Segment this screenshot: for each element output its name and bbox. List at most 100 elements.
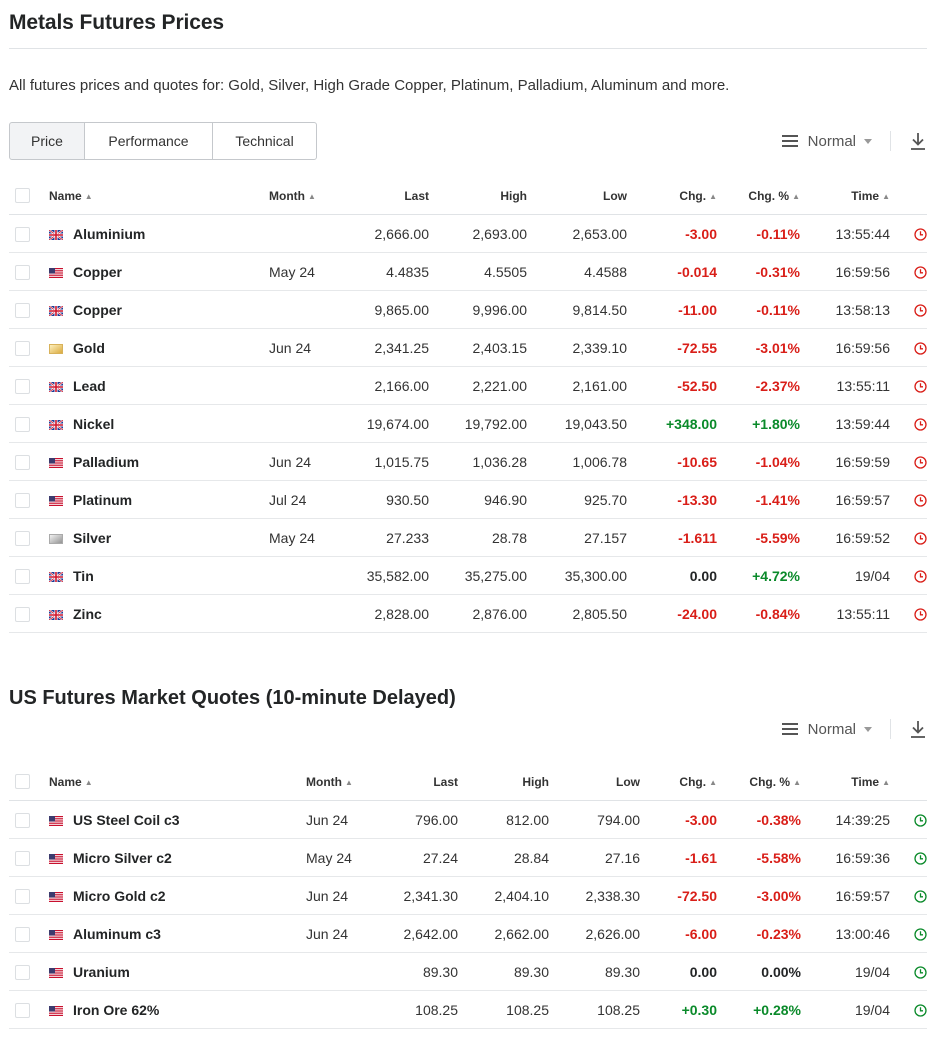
change-pct-cell: -1.41% xyxy=(717,480,800,519)
high-cell: 2,876.00 xyxy=(429,594,527,633)
col-high: High xyxy=(429,177,527,215)
row-checkbox[interactable] xyxy=(15,416,30,432)
table-row[interactable]: Copper 9,865.00 9,996.00 9,814.50 -11.00 -0.1… xyxy=(9,290,927,329)
tab-price[interactable]: Price xyxy=(9,122,85,160)
last-cell: 2,341.25 xyxy=(349,328,429,367)
col-chg-pct[interactable]: Chg. % ▲︎ xyxy=(717,763,801,801)
instrument-name[interactable]: Platinum xyxy=(49,480,269,519)
instrument-name[interactable]: Micro Silver c2 xyxy=(49,838,306,877)
table-row[interactable]: Iron Ore 62% 108.25 108.25 108.25 +0.30 +0.28… xyxy=(9,990,927,1029)
row-checkbox[interactable] xyxy=(15,454,30,470)
instrument-name[interactable]: Micro Gold c2 xyxy=(49,876,306,915)
select-all-checkbox[interactable] xyxy=(15,188,30,204)
instrument-name[interactable]: Copper xyxy=(49,290,269,329)
col-chg[interactable]: Chg. ▲︎ xyxy=(640,763,717,801)
time-cell: 19/04 xyxy=(801,990,890,1029)
last-cell: 27.24 xyxy=(386,838,458,877)
col-name[interactable]: Name ▲︎ xyxy=(49,763,306,801)
table-row[interactable]: Tin 35,582.00 35,275.00 35,300.00 0.00 +4.72%… xyxy=(9,556,927,595)
us-flag-icon xyxy=(49,1005,63,1016)
high-cell: 1,036.28 xyxy=(429,442,527,481)
tab-performance[interactable]: Performance xyxy=(84,122,213,160)
row-checkbox[interactable] xyxy=(15,340,30,356)
table-row[interactable]: Copper May 24 4.4835 4.5505 4.4588 -0.014 -0.3… xyxy=(9,252,927,291)
low-cell: 4.4588 xyxy=(527,252,627,291)
instrument-name[interactable]: Tin xyxy=(49,556,269,595)
month-cell xyxy=(269,290,349,329)
us-futures-table: Name ▲︎ Month ▲︎ Last High Low Chg. ▲︎ Chg.… xyxy=(9,763,927,1029)
table-row[interactable]: Uranium 89.30 89.30 89.30 0.00 0.00% 19/04 xyxy=(9,952,927,991)
col-time[interactable]: Time ▲︎ xyxy=(801,763,890,801)
table-row[interactable]: Gold Jun 24 2,341.25 2,403.15 2,339.10 -72.55… xyxy=(9,328,927,367)
table-row[interactable]: Lead 2,166.00 2,221.00 2,161.00 -52.50 -2.37%… xyxy=(9,366,927,405)
col-name[interactable]: Name ▲︎ xyxy=(49,177,269,215)
instrument-name[interactable]: Aluminium xyxy=(49,214,269,253)
sort-icon: ▲︎ xyxy=(307,191,316,201)
instrument-name[interactable]: Uranium xyxy=(49,952,306,991)
instrument-name[interactable]: Zinc xyxy=(49,594,269,633)
view-mode-select[interactable]: Normal xyxy=(807,720,856,738)
col-chg[interactable]: Chg. ▲︎ xyxy=(627,177,717,215)
instrument-name[interactable]: US Steel Coil c3 xyxy=(49,800,306,839)
clock-icon xyxy=(914,379,927,393)
row-checkbox[interactable] xyxy=(15,1002,30,1018)
table-row[interactable]: Silver May 24 27.233 28.78 27.157 -1.611 -5.59… xyxy=(9,518,927,557)
row-checkbox[interactable] xyxy=(15,378,30,394)
last-cell: 2,828.00 xyxy=(349,594,429,633)
instrument-name[interactable]: Palladium xyxy=(49,442,269,481)
row-checkbox[interactable] xyxy=(15,606,30,622)
chevron-down-icon[interactable] xyxy=(864,726,872,732)
hamburger-icon[interactable] xyxy=(781,135,798,147)
page-title: Metals Futures Prices xyxy=(9,11,224,34)
instrument-name[interactable]: Iron Ore 62% xyxy=(49,990,306,1029)
instrument-name[interactable]: Nickel xyxy=(49,404,269,443)
row-checkbox[interactable] xyxy=(15,302,30,318)
col-month[interactable]: Month ▲︎ xyxy=(269,177,349,215)
row-checkbox[interactable] xyxy=(15,568,30,584)
row-checkbox[interactable] xyxy=(15,964,30,980)
month-cell xyxy=(269,404,349,443)
instrument-name[interactable]: Silver xyxy=(49,518,269,557)
low-cell: 19,043.50 xyxy=(527,404,627,443)
row-checkbox[interactable] xyxy=(15,812,30,828)
instrument-name[interactable]: Gold xyxy=(49,328,269,367)
table-row[interactable]: US Steel Coil c3 Jun 24 796.00 812.00 794.00… xyxy=(9,800,927,839)
table-row[interactable]: Palladium Jun 24 1,015.75 1,036.28 1,006.78-… xyxy=(9,442,927,481)
change-cell: -6.00 xyxy=(640,914,717,953)
chevron-down-icon[interactable] xyxy=(864,138,872,144)
hamburger-icon[interactable] xyxy=(781,723,798,735)
table-row[interactable]: Aluminium 2,666.00 2,693.00 2,653.00 -3.00 -0… xyxy=(9,214,927,253)
month-cell: Jun 24 xyxy=(306,914,386,953)
col-time[interactable]: Time ▲︎ xyxy=(800,177,890,215)
row-checkbox[interactable] xyxy=(15,850,30,866)
tab-technical[interactable]: Technical xyxy=(212,122,317,160)
select-all-checkbox[interactable] xyxy=(15,774,30,790)
metals-table: Name ▲︎ Month ▲︎ Last High Low Chg. ▲︎ Chg.… xyxy=(9,177,927,633)
instrument-name[interactable]: Lead xyxy=(49,366,269,405)
change-cell: +348.00 xyxy=(627,404,717,443)
instrument-name[interactable]: Aluminum c3 xyxy=(49,914,306,953)
uk-flag-icon xyxy=(49,229,63,240)
download-icon[interactable] xyxy=(909,719,927,739)
change-cell: -1.61 xyxy=(640,838,717,877)
col-month[interactable]: Month ▲︎ xyxy=(306,763,386,801)
row-checkbox[interactable] xyxy=(15,492,30,508)
table-row[interactable]: Nickel 19,674.00 19,792.00 19,043.50 +348.00… xyxy=(9,404,927,443)
table-row[interactable]: Platinum Jul 24 930.50 946.90 925.70 -13.30 -1… xyxy=(9,480,927,519)
row-checkbox[interactable] xyxy=(15,226,30,242)
change-pct-cell: -5.59% xyxy=(717,518,800,557)
instrument-name[interactable]: Copper xyxy=(49,252,269,291)
table-row[interactable]: Micro Gold c2 Jun 24 2,341.30 2,404.10 2,338… xyxy=(9,876,927,915)
table-row[interactable]: Aluminum c3 Jun 24 2,642.00 2,662.00 2,626.0… xyxy=(9,914,927,953)
table-row[interactable]: Zinc 2,828.00 2,876.00 2,805.50 -24.00 -0.84%… xyxy=(9,594,927,633)
download-icon[interactable] xyxy=(909,131,927,151)
table-row[interactable]: Micro Silver c2 May 24 27.24 28.84 27.16 -1.6… xyxy=(9,838,927,877)
row-checkbox[interactable] xyxy=(15,530,30,546)
month-cell: May 24 xyxy=(269,252,349,291)
change-cell: -3.00 xyxy=(640,800,717,839)
row-checkbox[interactable] xyxy=(15,264,30,280)
view-mode-select[interactable]: Normal xyxy=(807,132,856,150)
row-checkbox[interactable] xyxy=(15,888,30,904)
col-chg-pct[interactable]: Chg. % ▲︎ xyxy=(717,177,800,215)
row-checkbox[interactable] xyxy=(15,926,30,942)
